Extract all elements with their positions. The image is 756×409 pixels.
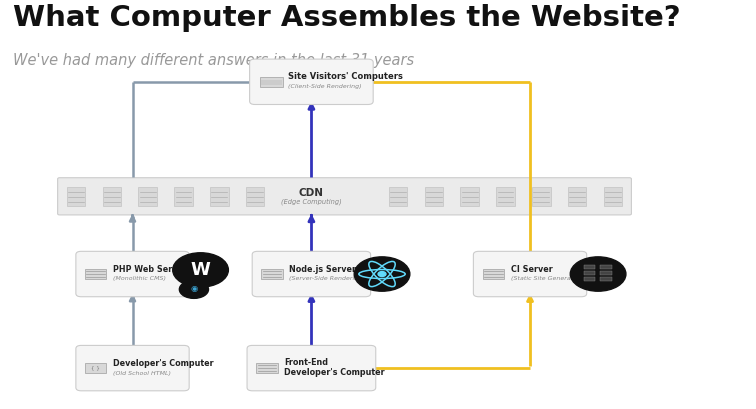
Text: { }: { } (91, 366, 100, 371)
Circle shape (570, 257, 626, 291)
Bar (584, 277, 596, 281)
Bar (460, 187, 479, 206)
Circle shape (378, 272, 386, 276)
Bar (210, 187, 228, 206)
Text: (Old School HTML): (Old School HTML) (113, 371, 171, 375)
FancyBboxPatch shape (247, 345, 376, 391)
Circle shape (179, 281, 209, 299)
Text: Node.js Server: Node.js Server (290, 265, 356, 274)
Text: Developer's Computer: Developer's Computer (113, 359, 214, 368)
Bar (584, 271, 596, 275)
FancyBboxPatch shape (76, 251, 189, 297)
FancyBboxPatch shape (76, 345, 189, 391)
Text: What Computer Assembles the Website?: What Computer Assembles the Website? (14, 4, 681, 32)
Text: PHP Web Server: PHP Web Server (113, 265, 187, 274)
Text: (Server-Side Rendering): (Server-Side Rendering) (290, 276, 365, 281)
FancyBboxPatch shape (57, 178, 631, 215)
Text: Developer's Computer: Developer's Computer (284, 368, 385, 377)
Bar (482, 269, 504, 279)
Bar (600, 277, 612, 281)
Bar (103, 187, 121, 206)
Bar (425, 187, 443, 206)
Bar (496, 187, 515, 206)
Bar (389, 187, 407, 206)
Bar (532, 187, 550, 206)
Circle shape (172, 253, 228, 287)
Text: CI Server: CI Server (510, 265, 552, 274)
Bar (138, 187, 157, 206)
Bar (584, 265, 596, 269)
Bar (85, 269, 107, 279)
Bar (259, 77, 284, 87)
Bar (246, 187, 265, 206)
Text: Front-End: Front-End (284, 358, 328, 367)
Bar (256, 363, 277, 373)
Text: W: W (191, 261, 210, 279)
Text: (Static Site Generation): (Static Site Generation) (510, 276, 585, 281)
Bar (568, 187, 587, 206)
Bar (67, 187, 85, 206)
Bar (174, 187, 193, 206)
Bar (603, 187, 622, 206)
FancyBboxPatch shape (473, 251, 587, 297)
Text: CDN: CDN (299, 188, 324, 198)
Text: (Client-Side Rendering): (Client-Side Rendering) (288, 84, 361, 89)
FancyBboxPatch shape (253, 251, 370, 297)
Circle shape (355, 257, 410, 291)
Text: We've had many different answers in the last 31 years: We've had many different answers in the … (14, 53, 414, 68)
Text: Site Visitors' Computers: Site Visitors' Computers (288, 72, 403, 81)
Bar (262, 269, 283, 279)
Bar (600, 265, 612, 269)
Bar (600, 271, 612, 275)
Text: (Edge Computing): (Edge Computing) (281, 198, 342, 204)
Bar (261, 80, 282, 85)
Bar (85, 363, 107, 373)
FancyBboxPatch shape (249, 59, 373, 104)
Text: ◉: ◉ (191, 284, 197, 293)
Text: (Monolithic CMS): (Monolithic CMS) (113, 276, 166, 281)
